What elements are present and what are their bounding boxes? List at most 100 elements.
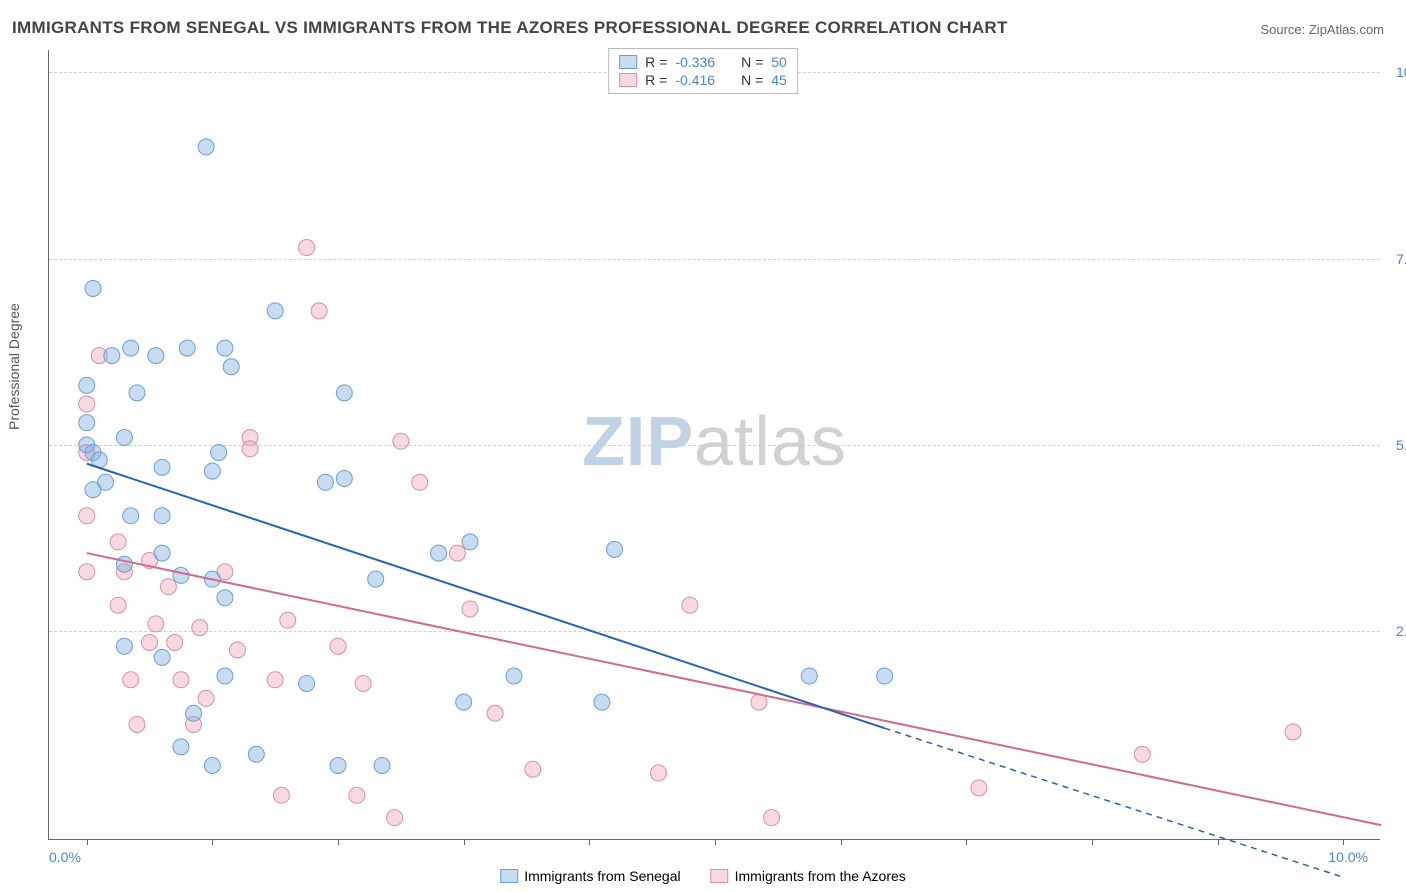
azores-point [387, 810, 403, 826]
senegal-point [116, 638, 132, 654]
azores-trendline [87, 553, 1381, 825]
senegal-point [173, 739, 189, 755]
x-axis-min-label: 0.0% [49, 849, 81, 865]
azores-point [79, 396, 95, 412]
legend-n-value-azores: 45 [771, 72, 787, 88]
azores-point [123, 672, 139, 688]
senegal-point [116, 430, 132, 446]
y-tick-label: 7.5% [1388, 251, 1406, 267]
senegal-point [217, 590, 233, 606]
senegal-point [154, 649, 170, 665]
senegal-point [462, 534, 478, 550]
azores-point [129, 716, 145, 732]
senegal-point [116, 556, 132, 572]
senegal-point [801, 668, 817, 684]
senegal-point [336, 385, 352, 401]
azores-point [462, 601, 478, 617]
senegal-point [198, 139, 214, 155]
azores-point [198, 690, 214, 706]
azores-point [330, 638, 346, 654]
azores-point [1134, 746, 1150, 762]
azores-point [273, 787, 289, 803]
senegal-point [506, 668, 522, 684]
azores-point [229, 642, 245, 658]
senegal-trendline [87, 464, 885, 729]
azores-point [79, 508, 95, 524]
scatter-svg-layer [49, 50, 1381, 840]
swatch-azores [619, 73, 637, 87]
senegal-point [154, 459, 170, 475]
senegal-point [877, 668, 893, 684]
swatch-azores [711, 869, 729, 883]
azores-point [299, 240, 315, 256]
legend-n-label: N = [741, 72, 763, 88]
legend-r-value-senegal: -0.336 [675, 54, 715, 70]
legend-row-azores: R = -0.416 N = 45 [619, 71, 787, 89]
senegal-point [456, 694, 472, 710]
y-axis-title: Professional Degree [6, 303, 22, 430]
senegal-point [148, 348, 164, 364]
y-tick-label: 5.0% [1388, 437, 1406, 453]
senegal-point [217, 340, 233, 356]
legend-n-label: N = [741, 54, 763, 70]
senegal-point [204, 757, 220, 773]
senegal-point [179, 340, 195, 356]
chart-title: IMMIGRANTS FROM SENEGAL VS IMMIGRANTS FR… [12, 18, 1008, 38]
senegal-point [317, 474, 333, 490]
senegal-point [154, 545, 170, 561]
senegal-point [79, 377, 95, 393]
correlation-legend: R = -0.336 N = 50 R = -0.416 N = 45 [608, 48, 798, 94]
legend-r-label: R = [645, 54, 667, 70]
swatch-senegal [500, 869, 518, 883]
azores-point [682, 597, 698, 613]
legend-r-label: R = [645, 72, 667, 88]
legend-item-senegal: Immigrants from Senegal [500, 868, 680, 884]
azores-point [1285, 724, 1301, 740]
legend-r-value-azores: -0.416 [675, 72, 715, 88]
azores-point [449, 545, 465, 561]
azores-point [79, 564, 95, 580]
senegal-point [374, 757, 390, 773]
swatch-senegal [619, 55, 637, 69]
azores-point [142, 635, 158, 651]
senegal-point [330, 757, 346, 773]
senegal-point [85, 482, 101, 498]
x-axis-max-label: 10.0% [1328, 849, 1368, 865]
azores-point [764, 810, 780, 826]
senegal-point [204, 463, 220, 479]
legend-label-senegal: Immigrants from Senegal [524, 868, 680, 884]
senegal-point [336, 471, 352, 487]
legend-row-senegal: R = -0.336 N = 50 [619, 53, 787, 71]
senegal-point [154, 508, 170, 524]
senegal-point [173, 567, 189, 583]
source-label: Source: ZipAtlas.com [1260, 22, 1384, 37]
plot-area: ZIPatlas 0.0% 10.0% 2.5%5.0%7.5%10.0% [48, 50, 1380, 840]
legend-label-azores: Immigrants from the Azores [735, 868, 906, 884]
azores-point [267, 672, 283, 688]
y-tick-label: 10.0% [1388, 64, 1406, 80]
senegal-point [104, 348, 120, 364]
senegal-point [123, 340, 139, 356]
legend-n-value-senegal: 50 [771, 54, 787, 70]
azores-point [110, 597, 126, 613]
azores-point [167, 635, 183, 651]
senegal-point [368, 571, 384, 587]
azores-point [412, 474, 428, 490]
senegal-point [299, 675, 315, 691]
azores-point [355, 675, 371, 691]
senegal-point [79, 415, 95, 431]
azores-point [192, 620, 208, 636]
azores-point [242, 441, 258, 457]
senegal-point [594, 694, 610, 710]
y-tick-label: 2.5% [1388, 623, 1406, 639]
senegal-point [267, 303, 283, 319]
azores-point [110, 534, 126, 550]
senegal-point [223, 359, 239, 375]
senegal-point [431, 545, 447, 561]
azores-point [525, 761, 541, 777]
senegal-point [129, 385, 145, 401]
azores-point [650, 765, 666, 781]
azores-point [393, 433, 409, 449]
senegal-point [211, 444, 227, 460]
senegal-point [217, 668, 233, 684]
